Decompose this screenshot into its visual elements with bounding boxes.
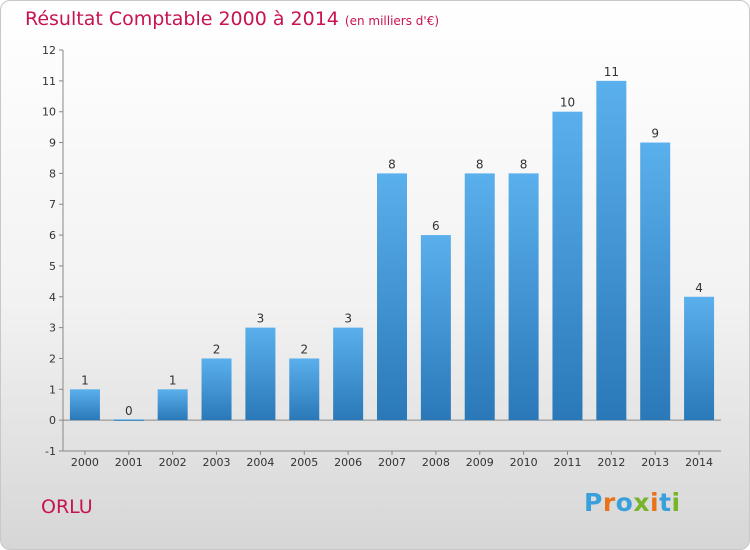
value-label-2000: 1	[81, 373, 89, 387]
x-tick-label: 2000	[71, 456, 99, 469]
chart-subtitle: (en milliers d'€)	[344, 14, 440, 28]
x-tick-label: 2010	[510, 456, 538, 469]
x-tick-label: 2008	[422, 456, 450, 469]
y-tick-label: 3	[49, 322, 56, 335]
bars	[69, 80, 715, 421]
y-tick-label: -1	[45, 445, 56, 458]
value-label-2013: 9	[651, 127, 659, 141]
x-tick-label: 2013	[641, 456, 669, 469]
x-tick-label: 2012	[597, 456, 625, 469]
y-tick-label: 4	[49, 291, 56, 304]
bar-2011	[552, 111, 583, 421]
x-tick-label: 2004	[246, 456, 274, 469]
x-tick-label: 2002	[159, 456, 187, 469]
commune-name: ORLU	[41, 496, 93, 518]
y-tick-label: 10	[42, 106, 56, 119]
value-label-2011: 10	[560, 96, 575, 110]
x-tick-label: 2009	[466, 456, 494, 469]
value-label-2009: 8	[476, 157, 484, 171]
x-tick-label: 2006	[334, 456, 362, 469]
bar-2012	[596, 80, 627, 421]
value-label-2008: 6	[432, 219, 440, 233]
x-tick-label: 2011	[553, 456, 581, 469]
x-tick-label: 2005	[290, 456, 318, 469]
bar-2007	[377, 173, 407, 421]
value-label-2007: 8	[388, 157, 396, 171]
x-tick-label: 2001	[115, 456, 143, 469]
bar-2004	[245, 327, 276, 421]
bar-2009	[464, 173, 495, 421]
bar-2008	[420, 235, 451, 421]
bar-2003	[201, 358, 232, 421]
logo-letter: o	[615, 488, 634, 517]
chart-title-text: Résultat Comptable 2000 à 2014	[25, 8, 339, 30]
y-tick-label: 7	[49, 198, 56, 211]
y-tick-label: 12	[42, 44, 56, 57]
logo-letter: i	[650, 488, 660, 517]
bar-2010	[508, 173, 539, 421]
logo-letter: x	[633, 488, 650, 517]
logo-letter: r	[602, 488, 616, 517]
x-tick-label: 2014	[685, 456, 713, 469]
y-tick-label: 1	[49, 383, 56, 396]
bar-2013	[640, 142, 671, 421]
value-label-2012: 11	[604, 65, 619, 79]
value-label-2005: 2	[300, 342, 308, 356]
x-tick-label: 2003	[203, 456, 231, 469]
bar-2002	[157, 389, 188, 421]
y-tick-label: 6	[49, 229, 56, 242]
y-tick-label: 2	[49, 352, 56, 365]
value-label-2002: 1	[169, 373, 177, 387]
logo-letter: t	[659, 488, 672, 517]
y-tick-label: 0	[49, 414, 56, 427]
bar-2006	[333, 327, 364, 421]
value-label-2006: 3	[344, 312, 352, 326]
value-label-2003: 2	[213, 342, 221, 356]
logo-letter: P	[584, 488, 603, 517]
proxiti-logo[interactable]: Proxiti	[584, 488, 681, 517]
chart-title: Résultat Comptable 2000 à 2014 (en millie…	[25, 8, 439, 30]
value-label-2004: 3	[257, 312, 265, 326]
bar-2001	[113, 419, 144, 421]
y-tick-label: 8	[49, 167, 56, 180]
value-label-2010: 8	[520, 157, 528, 171]
y-tick-label: 9	[49, 137, 56, 150]
bar-2000	[69, 389, 100, 421]
value-label-2001: 0	[125, 404, 133, 418]
bar-2005	[289, 358, 320, 421]
y-tick-label: 11	[42, 75, 56, 88]
x-tick-label: 2007	[378, 456, 406, 469]
y-tick-label: 5	[49, 260, 56, 273]
logo-letter: i	[671, 488, 681, 517]
bar-2014	[684, 296, 715, 421]
value-label-2014: 4	[695, 281, 703, 295]
